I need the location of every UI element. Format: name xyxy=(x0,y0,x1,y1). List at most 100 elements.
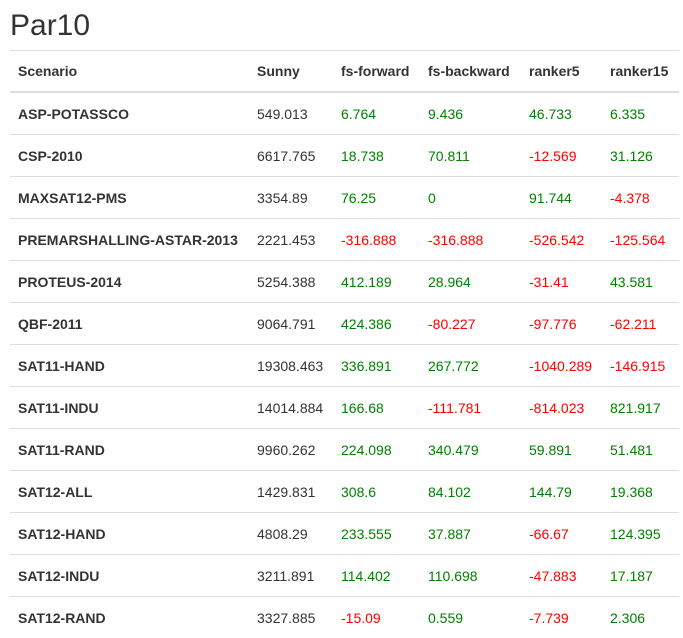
cell-scenario: SAT11-HAND xyxy=(10,344,249,387)
table-row: PROTEUS-2014 5254.388 412.189 28.964 -31.41 4… xyxy=(10,260,679,303)
cell-fs-forward: 233.555 xyxy=(333,512,420,555)
cell-fs-backward: 70.811 xyxy=(420,134,521,177)
cell-scenario: MAXSAT12-PMS xyxy=(10,176,249,219)
cell-scenario: SAT12-ALL xyxy=(10,470,249,513)
cell-ranker5: -526.542 xyxy=(521,218,602,261)
cell-fs-forward: 6.764 xyxy=(341,105,377,122)
column-header-sunny: Sunny xyxy=(249,50,333,93)
cell-sunny: 9960.262 xyxy=(249,428,333,471)
cell-ranker5: -7.739 xyxy=(521,596,602,638)
cell-ranker15: 821.917 xyxy=(602,386,679,429)
table-row: SAT11-RAND 9960.262 224.098 340.479 59.891 51… xyxy=(10,428,679,471)
cell-sunny: 3211.891 xyxy=(249,554,333,597)
table-body: ASP-POTASSCO 549.013 6.764 9.436 46.733 6.335… xyxy=(10,92,679,638)
cell-fs-forward: 224.098 xyxy=(333,428,420,471)
cell-sunny: 5254.388 xyxy=(249,260,333,303)
cell-fs-backward: 110.698 xyxy=(420,554,521,597)
cell-sunny: 4808.29 xyxy=(249,512,333,555)
cell-ranker5: 144.79 xyxy=(521,470,602,513)
cell-scenario: QBF-2011 xyxy=(10,302,249,345)
cell-fs-backward: 0 xyxy=(420,176,521,219)
cell-ranker5: -1040.289 xyxy=(521,344,602,387)
table-row: QBF-2011 9064.791 424.386 -80.227 -97.776 -62… xyxy=(10,302,679,345)
cell-sunny: 2221.453 xyxy=(249,218,333,261)
cell-ranker15: -125.564 xyxy=(602,218,679,261)
cell-ranker5: -814.023 xyxy=(521,386,602,429)
cell-fs-backward: 0.559 xyxy=(420,596,521,638)
cell-scenario: SAT12-HAND xyxy=(10,512,249,555)
column-header-fs-forward: fs-forward xyxy=(333,50,420,93)
cell-ranker15: -62.211 xyxy=(602,302,679,345)
cell-ranker5: 46.733 xyxy=(529,105,572,122)
page-title: Par10 xyxy=(10,9,91,42)
table-row: SAT12-INDU 3211.891 114.402 110.698 -47.883 1… xyxy=(10,554,679,597)
cell-ranker15: 19.368 xyxy=(602,470,679,513)
cell-scenario: SAT11-RAND xyxy=(10,428,249,471)
cell-fs-backward: 340.479 xyxy=(420,428,521,471)
cell-scenario: PROTEUS-2014 xyxy=(10,260,249,303)
cell-fs-backward: -80.227 xyxy=(420,302,521,345)
cell-fs-forward: -316.888 xyxy=(333,218,420,261)
header-row: Scenario Sunny fs-forward fs-backward ra… xyxy=(10,50,679,93)
cell-scenario: SAT12-INDU xyxy=(10,554,249,597)
cell-fs-forward: 166.68 xyxy=(333,386,420,429)
table-row: PREMARSHALLING-ASTAR-2013 2221.453 -316.88… xyxy=(10,218,679,261)
cell-fs-forward: 18.738 xyxy=(333,134,420,177)
table-row: ASP-POTASSCO 549.013 6.764 9.436 46.733 6.335 xyxy=(10,92,679,135)
cell-ranker5: -97.776 xyxy=(521,302,602,345)
cell-fs-backward: -316.888 xyxy=(420,218,521,261)
cell-sunny: 3354.89 xyxy=(249,176,333,219)
table-row: CSP-2010 6617.765 18.738 70.811 -12.569 31.12… xyxy=(10,134,679,177)
column-header-ranker15: ranker15 xyxy=(602,50,679,93)
table-row: MAXSAT12-PMS 3354.89 76.25 0 91.744 -4.378 xyxy=(10,176,679,219)
cell-fs-forward: 336.891 xyxy=(333,344,420,387)
cell-ranker5: -66.67 xyxy=(521,512,602,555)
cell-fs-forward: 424.386 xyxy=(333,302,420,345)
cell-fs-backward: 28.964 xyxy=(420,260,521,303)
cell-ranker15: -146.915 xyxy=(602,344,679,387)
cell-fs-forward: 114.402 xyxy=(333,554,420,597)
cell-fs-forward: 308.6 xyxy=(333,470,420,513)
cell-fs-forward: 412.189 xyxy=(333,260,420,303)
column-header-scenario: Scenario xyxy=(10,50,249,93)
table-row: SAT11-INDU 14014.884 166.68 -111.781 -814.02… xyxy=(10,386,679,429)
cell-ranker5: -31.41 xyxy=(521,260,602,303)
cell-ranker5: 59.891 xyxy=(521,428,602,471)
cell-sunny: 1429.831 xyxy=(249,470,333,513)
cell-sunny: 9064.791 xyxy=(249,302,333,345)
cell-scenario: CSP-2010 xyxy=(10,134,249,177)
cell-ranker15: 6.335 xyxy=(610,105,646,122)
cell-sunny: 549.013 xyxy=(257,105,308,122)
cell-ranker15: 2.306 xyxy=(602,596,679,638)
cell-scenario: ASP-POTASSCO xyxy=(18,105,129,122)
cell-ranker15: 31.126 xyxy=(602,134,679,177)
table-row: SAT12-HAND 4808.29 233.555 37.887 -66.67 124.… xyxy=(10,512,679,555)
table-row: SAT11-HAND 19308.463 336.891 267.772 -1040.2… xyxy=(10,344,679,387)
cell-scenario: SAT12-RAND xyxy=(10,596,249,638)
cell-ranker15: 124.395 xyxy=(602,512,679,555)
table-row: SAT12-ALL 1429.831 308.6 84.102 144.79 19.368 xyxy=(10,470,679,513)
cell-fs-forward: 76.25 xyxy=(333,176,420,219)
column-header-ranker5: ranker5 xyxy=(521,50,602,93)
cell-ranker15: 17.187 xyxy=(602,554,679,597)
cell-ranker15: 43.581 xyxy=(602,260,679,303)
cell-sunny: 14014.884 xyxy=(249,386,333,429)
cell-fs-backward: 267.772 xyxy=(420,344,521,387)
cell-ranker5: 91.744 xyxy=(521,176,602,219)
cell-sunny: 6617.765 xyxy=(249,134,333,177)
results-table: Scenario Sunny fs-forward fs-backward ra… xyxy=(10,50,679,638)
cell-ranker5: -12.569 xyxy=(521,134,602,177)
table-row: SAT12-RAND 3327.885 -15.09 0.559 -7.739 2.306 xyxy=(10,596,679,638)
cell-sunny: 19308.463 xyxy=(249,344,333,387)
cell-fs-backward: 37.887 xyxy=(420,512,521,555)
column-header-fs-backward: fs-backward xyxy=(420,50,521,93)
cell-sunny: 3327.885 xyxy=(249,596,333,638)
cell-fs-backward: -111.781 xyxy=(420,386,521,429)
cell-ranker5: -47.883 xyxy=(521,554,602,597)
cell-fs-backward: 84.102 xyxy=(420,470,521,513)
cell-scenario: SAT11-INDU xyxy=(10,386,249,429)
cell-fs-forward: -15.09 xyxy=(333,596,420,638)
cell-ranker15: -4.378 xyxy=(602,176,679,219)
cell-scenario: PREMARSHALLING-ASTAR-2013 xyxy=(10,218,249,261)
table-header: Scenario Sunny fs-forward fs-backward ra… xyxy=(10,50,679,93)
